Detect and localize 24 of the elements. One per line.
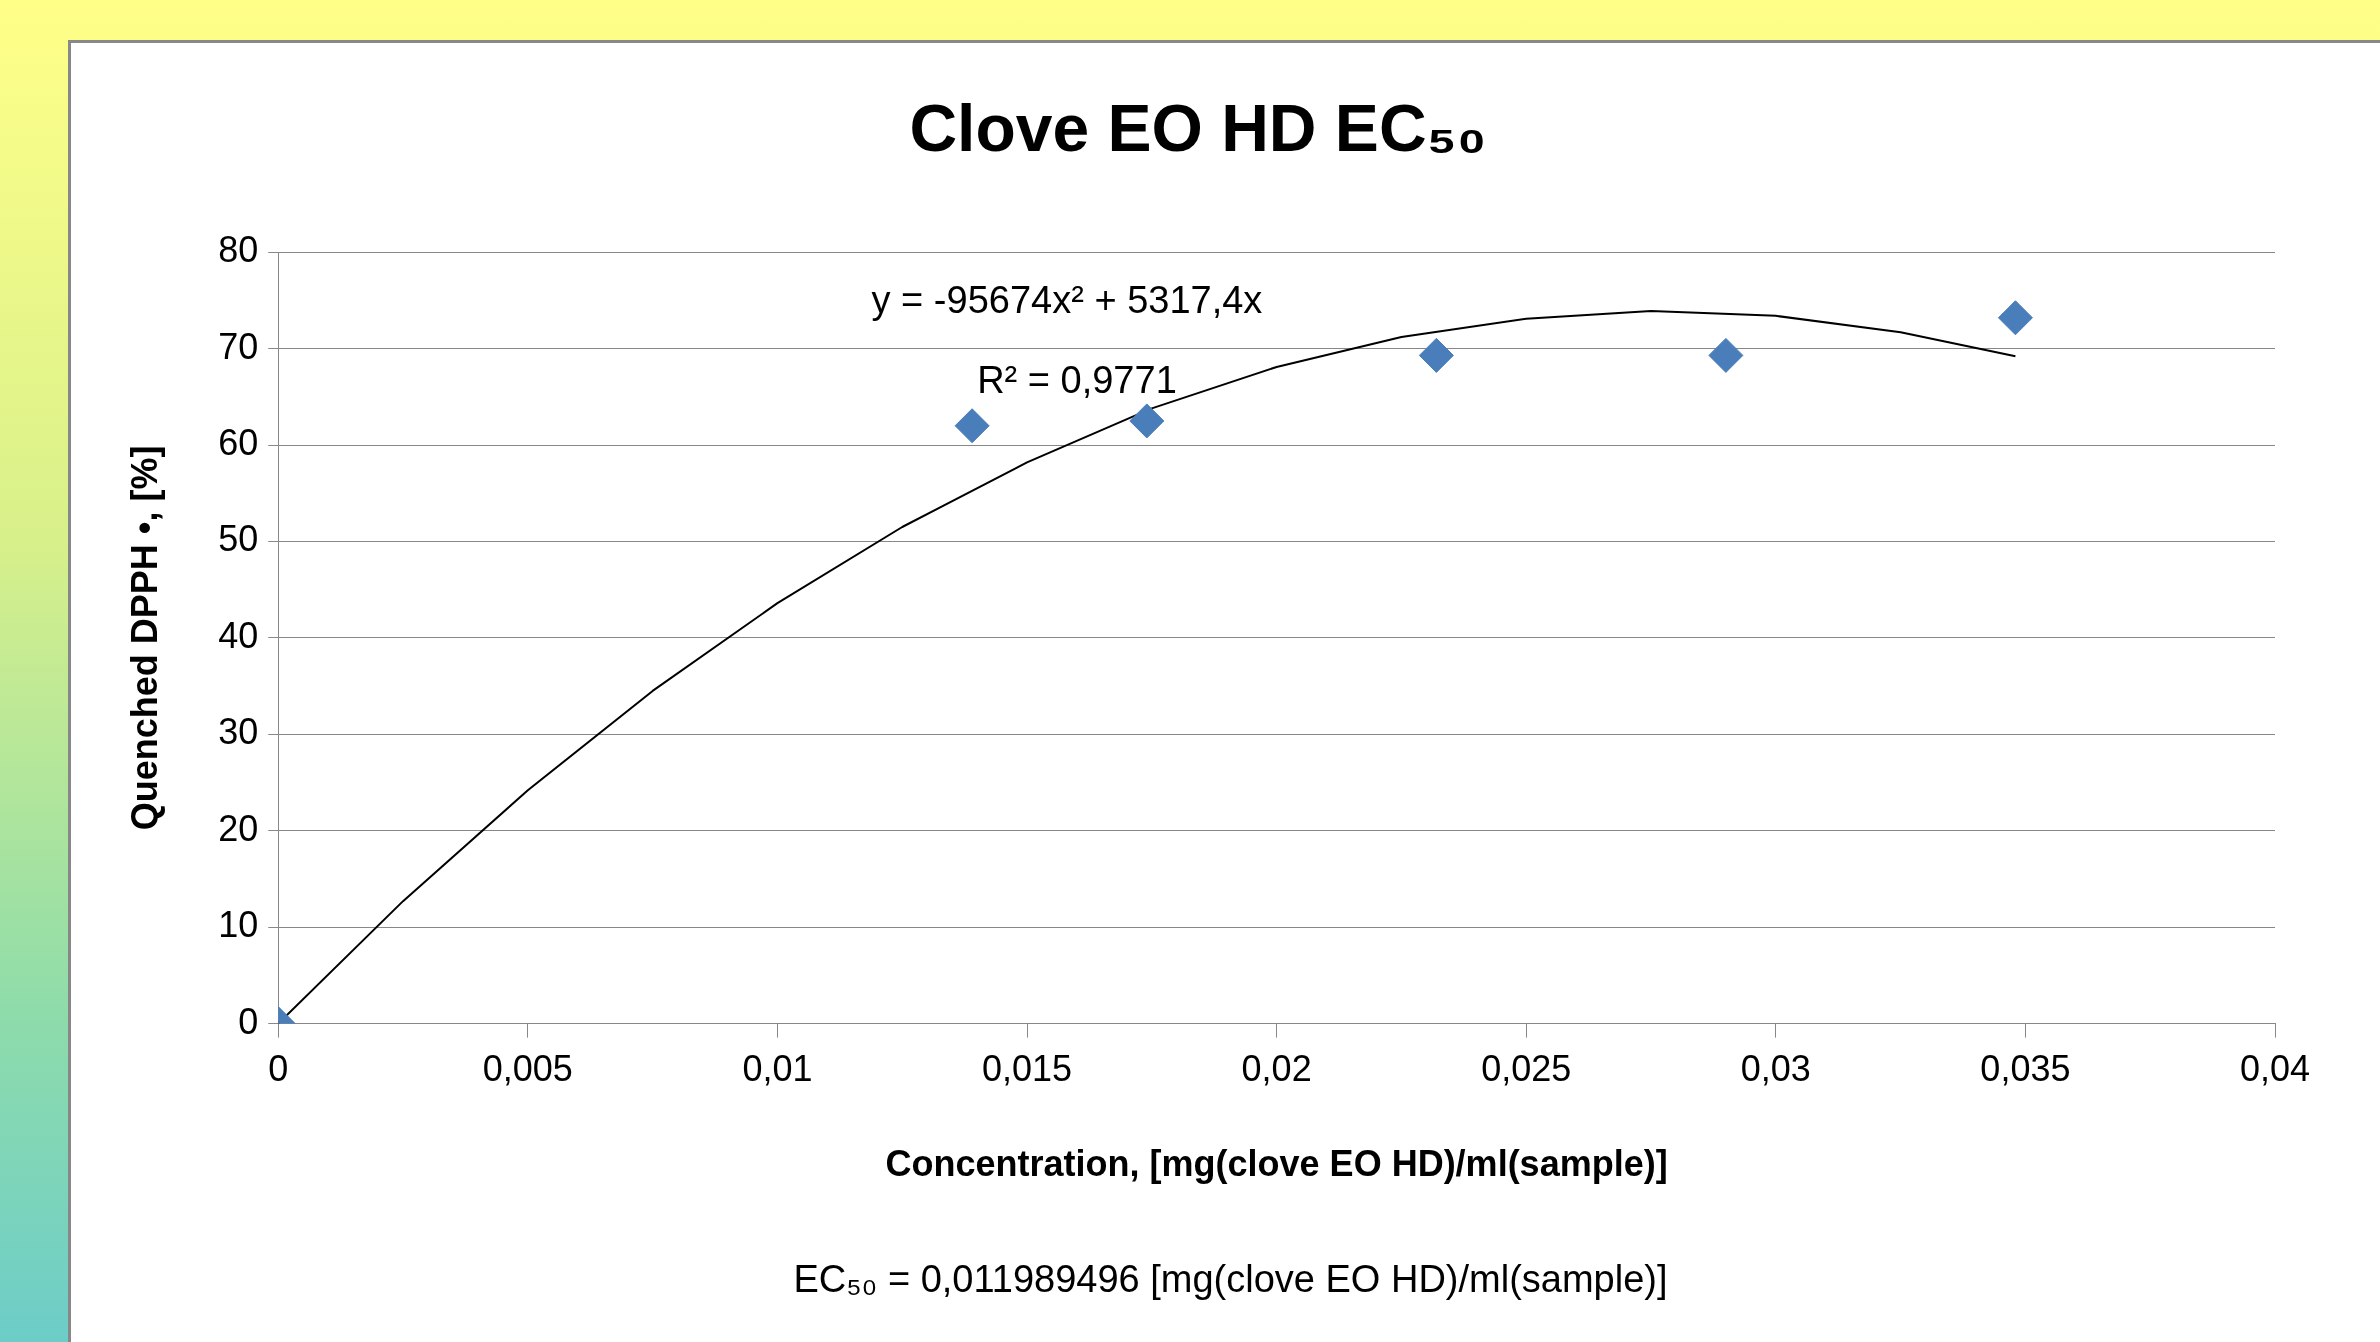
x-tick-label: 0,025 (1481, 1048, 1572, 1090)
text: EC₅₀ = 0,011989496 [mg(clove EO HD)/ml(sample)] (793, 1258, 1668, 1301)
y-tick-label: 70 (218, 325, 259, 367)
y-tick-label: 20 (218, 807, 259, 849)
y-tick-label: 0 (238, 1000, 259, 1042)
chart-title: Clove EO HD EC₅₀ (909, 90, 1487, 165)
y-tick-label: 40 (218, 614, 259, 656)
annotation: R² = 0,9771 (977, 358, 1177, 401)
y-tick-label: 80 (218, 229, 259, 271)
x-tick-label: 0 (268, 1048, 289, 1090)
x-tick-label: 0,04 (2239, 1048, 2311, 1090)
x-tick-label: 0,005 (482, 1048, 573, 1090)
x-axis-title: Concentration, [mg(clove EO HD)/ml(sample)] (885, 1143, 1668, 1185)
y-axis-title: Quenched DPPH •, [%] (123, 445, 165, 831)
x-tick-label: 0,01 (742, 1048, 813, 1090)
annotation: y = -95674x² + 5317,4x (871, 278, 1263, 321)
x-tick-label: 0,015 (981, 1048, 1073, 1090)
y-tick-label: 10 (218, 904, 259, 946)
y-tick-label: 30 (218, 711, 259, 753)
x-tick-label: 0,03 (1740, 1048, 1811, 1090)
y-tick-label: 50 (218, 518, 259, 560)
y-tick-label: 60 (218, 421, 259, 463)
x-tick-label: 0,035 (1980, 1048, 2071, 1090)
x-tick-label: 0,02 (1241, 1048, 1312, 1090)
